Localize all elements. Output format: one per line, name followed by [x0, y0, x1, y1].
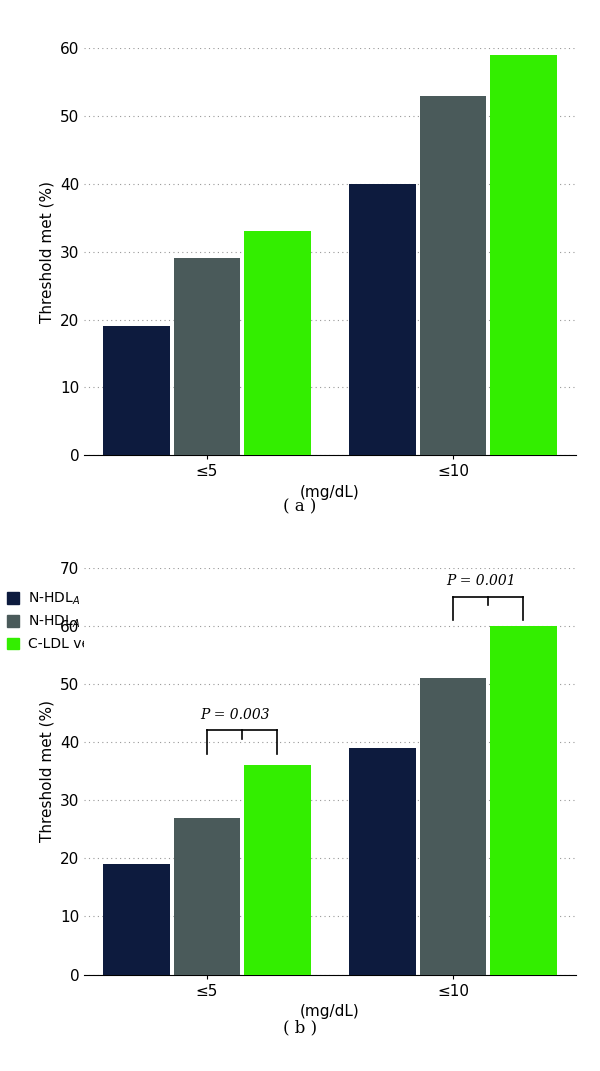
Bar [173, 817, 241, 975]
X-axis label: (mg/dL): (mg/dL) [300, 1005, 360, 1020]
Bar [490, 55, 557, 455]
Y-axis label: Threshold met (%): Threshold met (%) [39, 181, 54, 322]
Text: ( a ): ( a ) [283, 498, 317, 515]
X-axis label: (mg/dL): (mg/dL) [300, 485, 360, 500]
Bar [419, 678, 487, 975]
Text: P = 0.001: P = 0.001 [446, 574, 516, 588]
Bar [244, 231, 311, 455]
Bar [349, 184, 416, 455]
Bar [349, 748, 416, 975]
Legend: N-HDL$_A$ versus D-LDL, N-HDL$_A$ versus C-LDL, C-LDL versus D-LDL: N-HDL$_A$ versus D-LDL, N-HDL$_A$ versus… [7, 590, 178, 651]
Bar [419, 95, 487, 455]
Text: P = 0.003: P = 0.003 [200, 708, 270, 722]
Y-axis label: Threshold met (%): Threshold met (%) [39, 700, 54, 842]
Bar [103, 327, 170, 455]
Bar [173, 258, 241, 455]
Bar [103, 864, 170, 975]
Bar [490, 625, 557, 975]
Text: ( b ): ( b ) [283, 1020, 317, 1037]
Bar [244, 766, 311, 975]
